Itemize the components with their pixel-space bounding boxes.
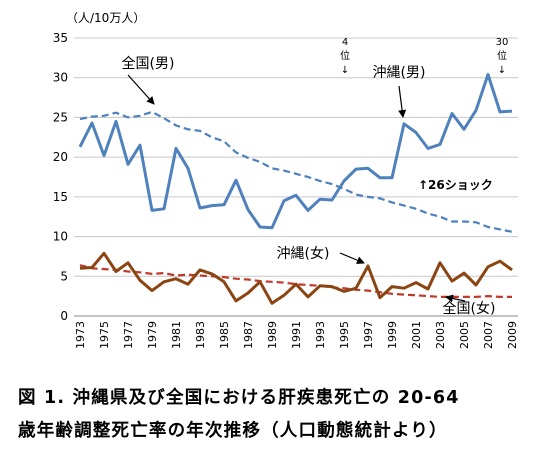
y-tick-label: 25 bbox=[53, 110, 68, 124]
x-tick-label: 1993 bbox=[314, 321, 327, 349]
arrow-okinawa-male bbox=[399, 86, 403, 117]
y-axis-ticks: 0 5 10 15 20 25 30 35 bbox=[53, 31, 68, 323]
y-tick-label: 5 bbox=[60, 269, 68, 283]
x-tick-label: 2005 bbox=[458, 321, 471, 349]
x-axis-ticks: 1973 1975 1977 1979 1981 1983 1985 1987 1989 1991… bbox=[74, 321, 519, 349]
x-tick-label: 1989 bbox=[266, 321, 279, 349]
x-tick-label: 1983 bbox=[194, 321, 207, 349]
annotation-rank30-number: 30 bbox=[496, 37, 509, 48]
label-okinawa-female: 沖縄(女) bbox=[277, 245, 330, 262]
arrow-national-male bbox=[128, 75, 154, 104]
annotation-rank30-label: 位 bbox=[497, 49, 507, 62]
annotation-rank4-label: 位 bbox=[340, 49, 350, 62]
x-tick-label: 2001 bbox=[410, 321, 423, 349]
gridlines bbox=[74, 38, 518, 316]
label-okinawa-male: 沖縄(男) bbox=[373, 65, 426, 81]
y-tick-label: 35 bbox=[53, 31, 68, 45]
x-tick-label: 1987 bbox=[242, 321, 255, 349]
x-tick-label: 1997 bbox=[362, 321, 375, 349]
y-tick-label: 15 bbox=[53, 190, 68, 204]
figure-caption-line2: 歳年齢調整死亡率の年次推移（人口動態統計より） bbox=[18, 417, 448, 442]
annotation-rank4-number: 4 bbox=[342, 37, 348, 48]
figure-caption-line1: 図 1. 沖縄県及び全国における肝疾患死亡の 20-64 bbox=[18, 384, 460, 409]
y-tick-label: 30 bbox=[53, 71, 68, 85]
x-tick-label: 1999 bbox=[386, 321, 399, 349]
label-national-female: 全国(女) bbox=[443, 300, 496, 317]
x-tick-label: 1991 bbox=[290, 321, 303, 349]
x-tick-label: 2003 bbox=[434, 321, 447, 349]
x-tick-label: 1985 bbox=[218, 321, 231, 349]
annotation-rank30-arrow: ↓ bbox=[498, 65, 506, 76]
label-national-male: 全国(男) bbox=[122, 55, 175, 72]
x-tick-label: 2009 bbox=[506, 321, 519, 349]
y-unit-label: （人/10万人） bbox=[66, 11, 145, 25]
x-tick-label: 1979 bbox=[146, 321, 159, 349]
x-tick-label: 1977 bbox=[122, 321, 135, 349]
y-tick-label: 10 bbox=[53, 230, 68, 244]
y-tick-label: 0 bbox=[60, 309, 68, 323]
arrow-okinawa-female bbox=[340, 253, 364, 263]
x-tick-label: 1975 bbox=[98, 321, 111, 349]
x-tick-label: 1981 bbox=[170, 321, 183, 349]
y-tick-label: 20 bbox=[53, 150, 68, 164]
series-national-female bbox=[80, 265, 512, 297]
series-okinawa-male bbox=[80, 75, 512, 228]
x-tick-label: 1973 bbox=[74, 321, 87, 349]
annotation-shock: ↑26ショック bbox=[418, 178, 493, 192]
x-tick-label: 1995 bbox=[338, 321, 351, 349]
annotation-rank4-arrow: ↓ bbox=[341, 65, 349, 76]
x-tick-label: 2007 bbox=[482, 321, 495, 349]
